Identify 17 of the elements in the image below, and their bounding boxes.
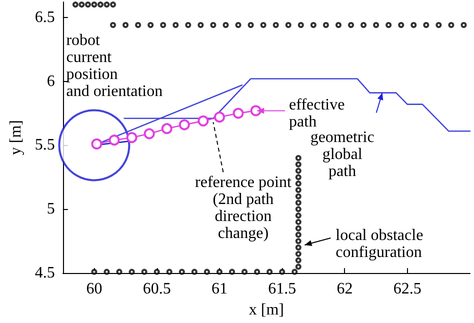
annotation: reference point (2nd path direction change): [195, 174, 292, 242]
annotation: geometric global path: [310, 128, 374, 180]
x-tick-label: 60.5: [142, 280, 171, 298]
x-tick-label: 62.5: [393, 280, 422, 298]
y-tick-label: 4.5: [34, 264, 55, 282]
y-axis-title: y [m]: [8, 120, 24, 156]
y-tick-label: 6: [46, 72, 55, 90]
y-tick-label: 5: [46, 200, 55, 218]
y-tick-label: 6.5: [34, 8, 55, 26]
x-tick-label: 60: [86, 280, 102, 298]
y-tick-label: 5.5: [34, 136, 55, 154]
x-axis-title: x [m]: [248, 302, 284, 318]
annotation: local obstacle configuration: [336, 226, 424, 261]
x-tick-label: 61.5: [268, 280, 296, 298]
x-tick-label: 61: [211, 280, 228, 298]
annotation: robot current position and orientation: [66, 32, 163, 100]
x-tick-label: 62: [336, 280, 353, 298]
